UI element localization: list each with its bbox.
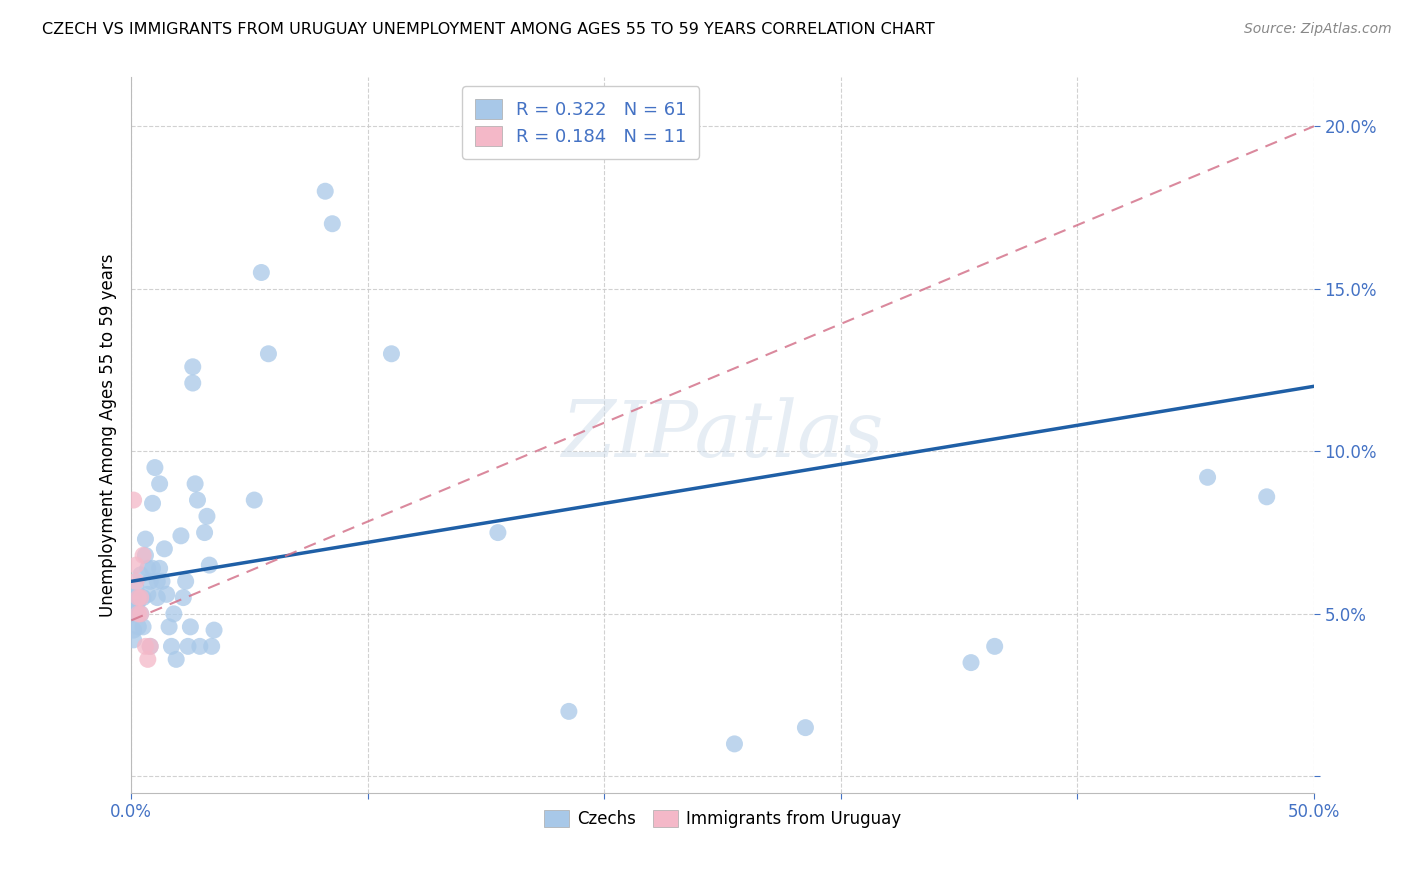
- Point: [321, 217, 343, 231]
- Point: [172, 591, 194, 605]
- Point: [186, 493, 208, 508]
- Point: [125, 558, 148, 573]
- Point: [195, 509, 218, 524]
- Point: [184, 476, 207, 491]
- Point: [157, 620, 180, 634]
- Point: [174, 574, 197, 589]
- Point: [127, 607, 149, 621]
- Point: [129, 607, 152, 621]
- Point: [136, 587, 159, 601]
- Point: [129, 607, 152, 621]
- Point: [181, 359, 204, 374]
- Point: [139, 640, 162, 654]
- Point: [181, 376, 204, 390]
- Point: [136, 561, 159, 575]
- Point: [125, 600, 148, 615]
- Point: [132, 591, 155, 605]
- Point: [177, 640, 200, 654]
- Point: [127, 591, 149, 605]
- Point: [132, 620, 155, 634]
- Text: Source: ZipAtlas.com: Source: ZipAtlas.com: [1244, 22, 1392, 37]
- Point: [146, 591, 169, 605]
- Point: [250, 265, 273, 279]
- Point: [170, 529, 193, 543]
- Point: [194, 525, 217, 540]
- Point: [134, 549, 156, 563]
- Point: [129, 567, 152, 582]
- Point: [125, 574, 148, 589]
- Point: [202, 623, 225, 637]
- Point: [122, 623, 145, 637]
- Point: [139, 574, 162, 589]
- Point: [794, 721, 817, 735]
- Point: [486, 525, 509, 540]
- Point: [983, 640, 1005, 654]
- Point: [141, 496, 163, 510]
- Text: ZIPatlas: ZIPatlas: [561, 397, 884, 473]
- Point: [1197, 470, 1219, 484]
- Point: [143, 460, 166, 475]
- Point: [153, 541, 176, 556]
- Y-axis label: Unemployment Among Ages 55 to 59 years: Unemployment Among Ages 55 to 59 years: [100, 253, 117, 616]
- Point: [132, 549, 155, 563]
- Point: [257, 347, 280, 361]
- Point: [134, 532, 156, 546]
- Point: [146, 574, 169, 589]
- Text: CZECH VS IMMIGRANTS FROM URUGUAY UNEMPLOYMENT AMONG AGES 55 TO 59 YEARS CORRELAT: CZECH VS IMMIGRANTS FROM URUGUAY UNEMPLO…: [42, 22, 935, 37]
- Point: [198, 558, 221, 573]
- Legend: Czechs, Immigrants from Uruguay: Czechs, Immigrants from Uruguay: [537, 803, 908, 834]
- Point: [723, 737, 745, 751]
- Point: [127, 594, 149, 608]
- Point: [136, 652, 159, 666]
- Point: [150, 574, 173, 589]
- Point: [127, 620, 149, 634]
- Point: [122, 493, 145, 508]
- Point: [314, 184, 336, 198]
- Point: [558, 705, 581, 719]
- Point: [163, 607, 186, 621]
- Point: [160, 640, 183, 654]
- Point: [125, 581, 148, 595]
- Point: [122, 632, 145, 647]
- Point: [179, 620, 201, 634]
- Point: [156, 587, 179, 601]
- Point: [201, 640, 224, 654]
- Point: [129, 591, 152, 605]
- Point: [380, 347, 402, 361]
- Point: [149, 476, 172, 491]
- Point: [141, 561, 163, 575]
- Point: [134, 640, 156, 654]
- Point: [1256, 490, 1278, 504]
- Point: [149, 561, 172, 575]
- Point: [122, 591, 145, 605]
- Point: [139, 640, 162, 654]
- Point: [122, 607, 145, 621]
- Point: [960, 656, 983, 670]
- Point: [165, 652, 187, 666]
- Point: [188, 640, 211, 654]
- Point: [243, 493, 266, 508]
